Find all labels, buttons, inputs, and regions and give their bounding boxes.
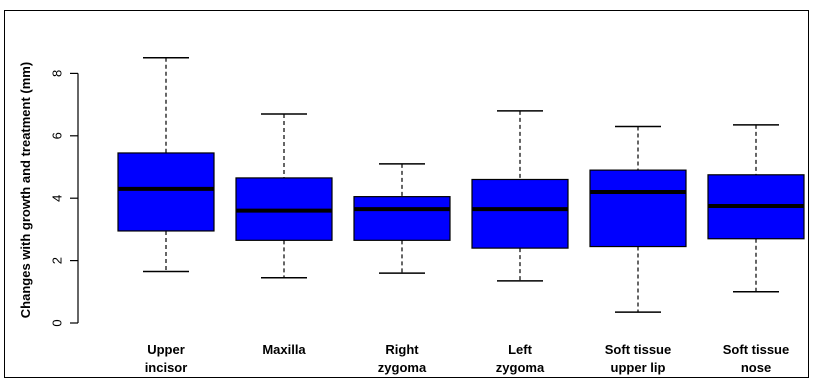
iqr-box bbox=[353, 196, 451, 241]
box-group bbox=[235, 113, 333, 279]
box-group bbox=[589, 125, 687, 313]
y-tick-label: 0 bbox=[49, 319, 64, 326]
x-category-label-line: zygoma bbox=[496, 360, 545, 375]
boxes bbox=[117, 57, 805, 313]
y-tick-label: 8 bbox=[49, 70, 64, 77]
iqr-box bbox=[117, 152, 215, 232]
x-category-label: Left zygoma bbox=[496, 342, 545, 375]
iqr-box bbox=[471, 178, 569, 249]
x-category-label-line: Maxilla bbox=[262, 342, 306, 357]
box-group bbox=[353, 163, 451, 274]
x-category-label-line: nose bbox=[741, 360, 771, 375]
x-category-label: Upper incisor bbox=[145, 342, 188, 375]
x-category-label: Maxilla bbox=[262, 342, 306, 357]
x-category-label-line: zygoma bbox=[378, 360, 427, 375]
y-axis: 0 2 4 6 8 bbox=[49, 70, 79, 327]
y-tick-label: 4 bbox=[49, 195, 64, 202]
box-group bbox=[471, 110, 569, 282]
iqr-box bbox=[589, 169, 687, 248]
x-category-label-line: Left bbox=[508, 342, 533, 357]
box-group bbox=[117, 57, 215, 273]
x-category-label-line: Upper bbox=[147, 342, 185, 357]
y-tick-label: 6 bbox=[49, 132, 64, 139]
chart-frame bbox=[4, 10, 809, 378]
x-category-label: Soft tissue upper lip bbox=[605, 342, 671, 375]
x-category-label-line: incisor bbox=[145, 360, 188, 375]
y-axis-title: Changes with growth and treatment (mm) bbox=[18, 62, 33, 318]
y-tick-label: 2 bbox=[49, 257, 64, 264]
x-axis-labels: Upper incisor Maxilla Right zygoma Left zygoma… bbox=[145, 342, 790, 375]
box-group bbox=[707, 124, 805, 293]
x-category-label: Right zygoma bbox=[378, 342, 427, 375]
x-category-label-line: Right bbox=[385, 342, 419, 357]
x-category-label-line: Soft tissue bbox=[605, 342, 671, 357]
x-category-label: Soft tissue nose bbox=[723, 342, 789, 375]
x-category-label-line: upper lip bbox=[611, 360, 666, 375]
x-category-label-line: Soft tissue bbox=[723, 342, 789, 357]
